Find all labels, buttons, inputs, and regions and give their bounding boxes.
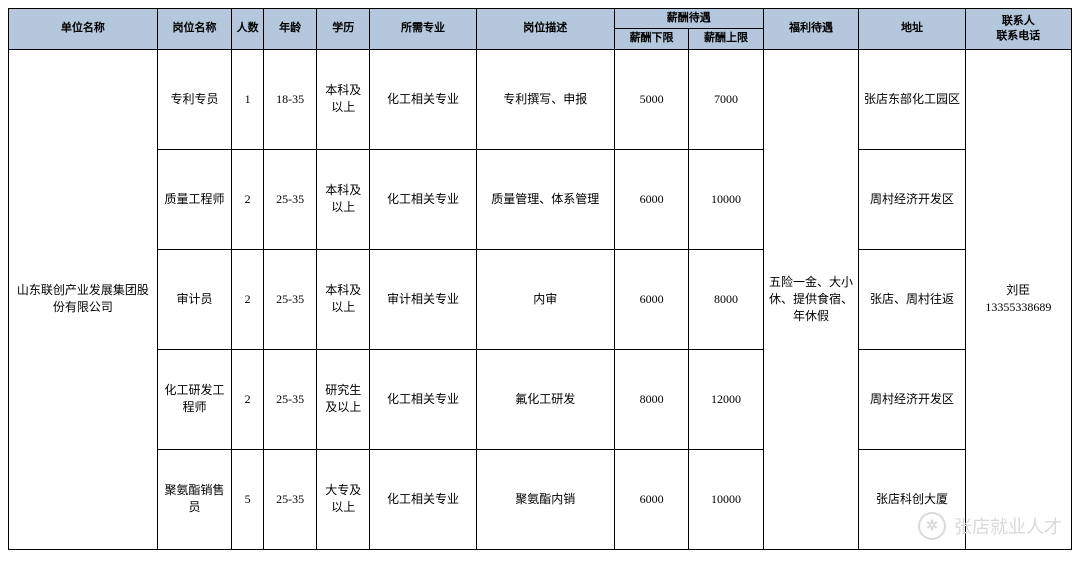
cell-smin: 6000 — [614, 149, 688, 249]
cell-count: 2 — [232, 149, 264, 249]
th-edu: 学历 — [317, 9, 370, 50]
cell-major: 化工相关专业 — [370, 49, 476, 149]
cell-desc: 聚氨酯内销 — [476, 449, 614, 549]
cell-smax: 8000 — [689, 249, 763, 349]
cell-post: 化工研发工程师 — [157, 349, 231, 449]
cell-post: 专利专员 — [157, 49, 231, 149]
th-desc: 岗位描述 — [476, 9, 614, 50]
cell-contact: 刘臣13355338689 — [965, 49, 1071, 549]
table-row: 化工研发工程师225-35研究生及以上化工相关专业氟化工研发800012000 周… — [9, 349, 1072, 449]
cell-address: 张店科创大厦 — [859, 449, 965, 549]
cell-company: 山东联创产业发展集团股份有限公司 — [9, 49, 158, 549]
recruitment-table: 单位名称 岗位名称 人数 年龄 学历 所需专业 岗位描述 薪酬待遇 福利待遇 地… — [8, 8, 1072, 550]
th-welfare: 福利待遇 — [763, 9, 859, 50]
cell-address: 周村经济开发区 — [859, 349, 965, 449]
cell-major: 审计相关专业 — [370, 249, 476, 349]
cell-smax: 7000 — [689, 49, 763, 149]
cell-age: 25-35 — [264, 449, 317, 549]
cell-smax: 10000 — [689, 449, 763, 549]
cell-desc: 专利撰写、申报 — [476, 49, 614, 149]
cell-age: 25-35 — [264, 349, 317, 449]
table-row: 聚氨酯销售员525-35大专及以上化工相关专业聚氨酯内销600010000 张店科… — [9, 449, 1072, 549]
th-salary-group: 薪酬待遇 — [614, 9, 763, 29]
th-company: 单位名称 — [9, 9, 158, 50]
th-age: 年龄 — [264, 9, 317, 50]
cell-welfare: 五险一金、大小休、提供食宿、年休假 — [763, 49, 859, 549]
cell-age: 25-35 — [264, 249, 317, 349]
cell-desc: 质量管理、体系管理 — [476, 149, 614, 249]
th-salary-min: 薪酬下限 — [614, 29, 688, 49]
cell-smin: 8000 — [614, 349, 688, 449]
cell-address: 周村经济开发区 — [859, 149, 965, 249]
th-addr: 地址 — [859, 9, 965, 50]
th-contact: 联系人 联系电话 — [965, 9, 1071, 50]
cell-smin: 6000 — [614, 249, 688, 349]
cell-count: 5 — [232, 449, 264, 549]
cell-address: 张店东部化工园区 — [859, 49, 965, 149]
cell-desc: 氟化工研发 — [476, 349, 614, 449]
cell-edu: 本科及以上 — [317, 149, 370, 249]
cell-major: 化工相关专业 — [370, 149, 476, 249]
cell-count: 2 — [232, 249, 264, 349]
th-count: 人数 — [232, 9, 264, 50]
cell-desc: 内审 — [476, 249, 614, 349]
cell-edu: 大专及以上 — [317, 449, 370, 549]
cell-post: 质量工程师 — [157, 149, 231, 249]
cell-smin: 6000 — [614, 449, 688, 549]
cell-count: 2 — [232, 349, 264, 449]
cell-major: 化工相关专业 — [370, 349, 476, 449]
cell-edu: 本科及以上 — [317, 249, 370, 349]
table-row: 质量工程师225-35本科及以上化工相关专业质量管理、体系管理600010000… — [9, 149, 1072, 249]
contact-phone: 13355338689 — [969, 299, 1068, 316]
cell-edu: 研究生及以上 — [317, 349, 370, 449]
cell-age: 25-35 — [264, 149, 317, 249]
cell-edu: 本科及以上 — [317, 49, 370, 149]
cell-smin: 5000 — [614, 49, 688, 149]
th-post: 岗位名称 — [157, 9, 231, 50]
cell-major: 化工相关专业 — [370, 449, 476, 549]
cell-smax: 10000 — [689, 149, 763, 249]
cell-address: 张店、周村往返 — [859, 249, 965, 349]
cell-count: 1 — [232, 49, 264, 149]
table-header: 单位名称 岗位名称 人数 年龄 学历 所需专业 岗位描述 薪酬待遇 福利待遇 地… — [9, 9, 1072, 50]
cell-smax: 12000 — [689, 349, 763, 449]
cell-post: 聚氨酯销售员 — [157, 449, 231, 549]
th-major: 所需专业 — [370, 9, 476, 50]
contact-name: 刘臣 — [969, 282, 1068, 299]
table-body: 山东联创产业发展集团股份有限公司专利专员118-35本科及以上化工相关专业专利撰… — [9, 49, 1072, 549]
table-row: 山东联创产业发展集团股份有限公司专利专员118-35本科及以上化工相关专业专利撰… — [9, 49, 1072, 149]
table-row: 审计员225-35本科及以上审计相关专业内审60008000 张店、周村往返 — [9, 249, 1072, 349]
th-salary-max: 薪酬上限 — [689, 29, 763, 49]
cell-post: 审计员 — [157, 249, 231, 349]
cell-age: 18-35 — [264, 49, 317, 149]
